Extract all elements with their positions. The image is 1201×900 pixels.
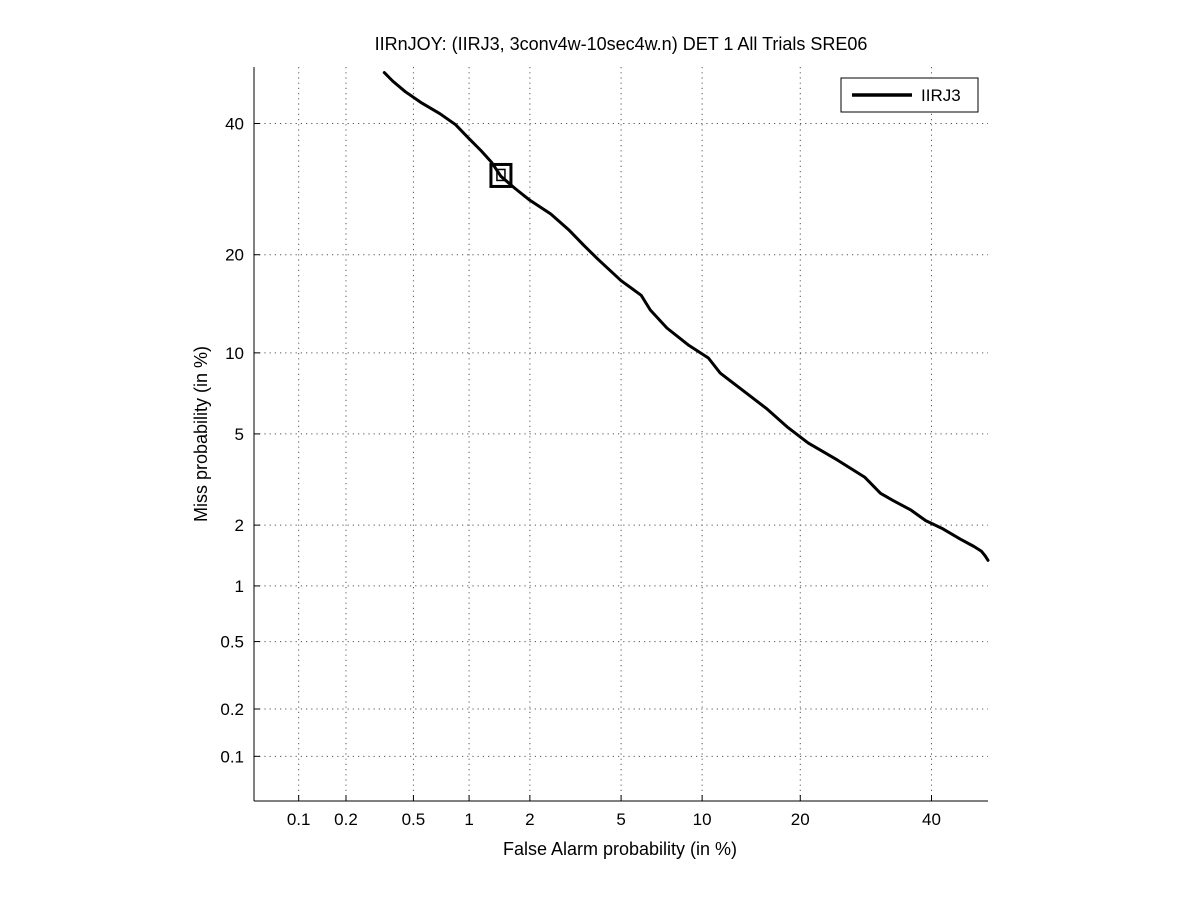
marker-layer xyxy=(489,162,513,188)
operating-point-marker xyxy=(489,162,513,188)
y-tick-label: 40 xyxy=(225,115,244,134)
y-tick-label: 0.5 xyxy=(220,633,244,652)
x-axis-ticks: 0.1 0.2 0.5 1 2 5 10 20 40 xyxy=(287,795,941,829)
x-tick-label: 20 xyxy=(791,810,810,829)
y-tick-label: 0.1 xyxy=(220,747,244,766)
y-axis-label: Miss probability (in %) xyxy=(191,346,211,522)
y-tick-label: 5 xyxy=(235,425,244,444)
series-layer xyxy=(382,71,990,562)
y-tick-label: 2 xyxy=(235,516,244,535)
x-tick-label: 10 xyxy=(693,810,712,829)
series-line-iirj3 xyxy=(382,71,990,562)
x-tick-label: 5 xyxy=(616,810,625,829)
y-tick-label: 10 xyxy=(225,344,244,363)
x-tick-label: 0.5 xyxy=(402,810,426,829)
x-tick-label: 2 xyxy=(525,810,534,829)
x-tick-label: 0.2 xyxy=(334,810,358,829)
chart-title: IIRnJOY: (IIRJ3, 3conv4w-10sec4w.n) DET … xyxy=(375,34,868,54)
y-axis-ticks: 0.1 0.2 0.5 1 2 5 10 20 40 xyxy=(220,115,260,766)
x-tick-label: 0.1 xyxy=(287,810,311,829)
y-tick-label: 1 xyxy=(235,577,244,596)
x-tick-label: 40 xyxy=(922,810,941,829)
y-tick-label: 0.2 xyxy=(220,700,244,719)
legend: IIRJ3 xyxy=(840,77,979,113)
x-tick-label: 1 xyxy=(464,810,473,829)
legend-label: IIRJ3 xyxy=(921,86,961,105)
x-axis-label: False Alarm probability (in %) xyxy=(503,839,737,859)
y-tick-label: 20 xyxy=(225,246,244,265)
operating-point-inner-marker xyxy=(496,168,506,182)
